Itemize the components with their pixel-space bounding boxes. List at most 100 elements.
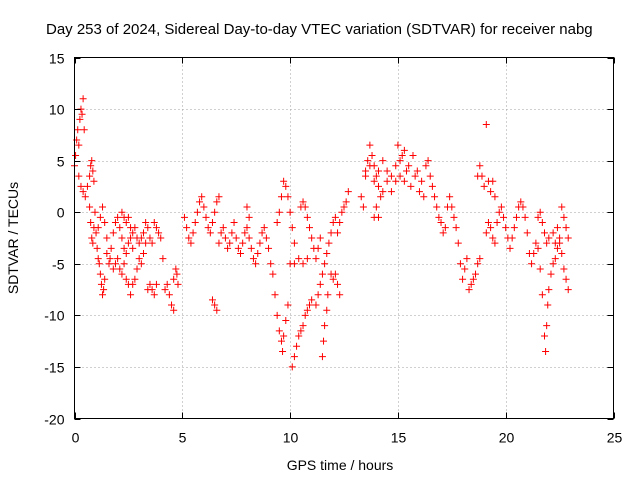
data-point (191, 219, 199, 227)
data-point (78, 110, 86, 118)
y-axis-label: SDTVAR / TECUs (5, 182, 21, 294)
data-point (534, 244, 542, 252)
data-point (148, 286, 156, 294)
data-point (204, 224, 212, 232)
data-point (189, 229, 197, 237)
data-point (398, 151, 406, 159)
data-point (303, 255, 311, 263)
data-point (118, 270, 126, 278)
data-point (403, 167, 411, 175)
data-point (135, 255, 143, 263)
data-point (139, 229, 147, 237)
data-point (534, 213, 542, 221)
data-point (111, 219, 119, 227)
data-point (487, 188, 495, 196)
data-point (379, 157, 387, 165)
data-point (545, 234, 553, 242)
data-point (273, 311, 281, 319)
data-point (476, 162, 484, 170)
y-tick-label: -15 (44, 360, 64, 376)
data-point (293, 342, 301, 350)
data-point (111, 260, 119, 268)
data-point (277, 337, 285, 345)
data-point (536, 208, 544, 216)
data-point (87, 219, 95, 227)
data-point (383, 177, 391, 185)
data-point (96, 213, 104, 221)
data-point (484, 219, 492, 227)
data-point (196, 198, 204, 206)
data-point (79, 188, 87, 196)
data-point (379, 188, 387, 196)
data-point (329, 219, 337, 227)
data-point (213, 198, 221, 206)
data-point (303, 213, 311, 221)
data-point (114, 255, 122, 263)
data-point (407, 182, 415, 190)
data-point (392, 177, 400, 185)
data-point (297, 327, 305, 335)
data-point (323, 249, 331, 257)
data-point (387, 188, 395, 196)
data-point (383, 167, 391, 175)
data-point (368, 151, 376, 159)
data-point (124, 239, 132, 247)
data-point (424, 157, 432, 165)
data-point (422, 162, 430, 170)
data-point (86, 172, 94, 180)
data-point (89, 167, 97, 175)
data-point (316, 280, 324, 288)
data-point (237, 249, 245, 257)
data-point (215, 239, 223, 247)
data-point (245, 213, 253, 221)
data-point (256, 239, 264, 247)
data-point (152, 224, 160, 232)
x-tick-label: 10 (283, 430, 299, 446)
data-point (103, 249, 111, 257)
data-point (517, 198, 525, 206)
data-point (542, 347, 550, 355)
data-point (137, 234, 145, 242)
data-point (500, 213, 508, 221)
data-point (101, 219, 109, 227)
data-point (469, 275, 477, 283)
data-point (301, 311, 309, 319)
data-point (420, 193, 428, 201)
data-point (299, 260, 307, 268)
data-point (441, 224, 449, 232)
data-point (295, 332, 303, 340)
data-point (234, 244, 242, 252)
data-point (314, 244, 322, 252)
data-point (370, 177, 378, 185)
data-point (137, 260, 145, 268)
data-point (148, 239, 156, 247)
data-point (544, 301, 552, 309)
data-point (521, 213, 529, 221)
data-point (435, 213, 443, 221)
data-point (101, 275, 109, 283)
data-point (452, 224, 460, 232)
data-point (90, 177, 98, 185)
data-point (562, 224, 570, 232)
data-point (372, 172, 380, 180)
data-point (103, 234, 111, 242)
data-point (334, 280, 342, 288)
data-point (437, 219, 445, 227)
data-point (139, 249, 147, 257)
data-point (129, 229, 137, 237)
data-point (95, 260, 103, 268)
data-point (329, 275, 337, 283)
data-point (336, 219, 344, 227)
data-point (273, 219, 281, 227)
data-point (91, 208, 99, 216)
data-point (284, 193, 292, 201)
data-point (172, 265, 180, 273)
data-point (75, 172, 83, 180)
data-point (448, 203, 456, 211)
data-point (142, 219, 150, 227)
chart-title: Day 253 of 2024, Sidereal Day-to-day VTE… (46, 21, 593, 38)
data-point (183, 224, 191, 232)
data-point (88, 157, 96, 165)
data-point (247, 244, 255, 252)
data-point (312, 301, 320, 309)
